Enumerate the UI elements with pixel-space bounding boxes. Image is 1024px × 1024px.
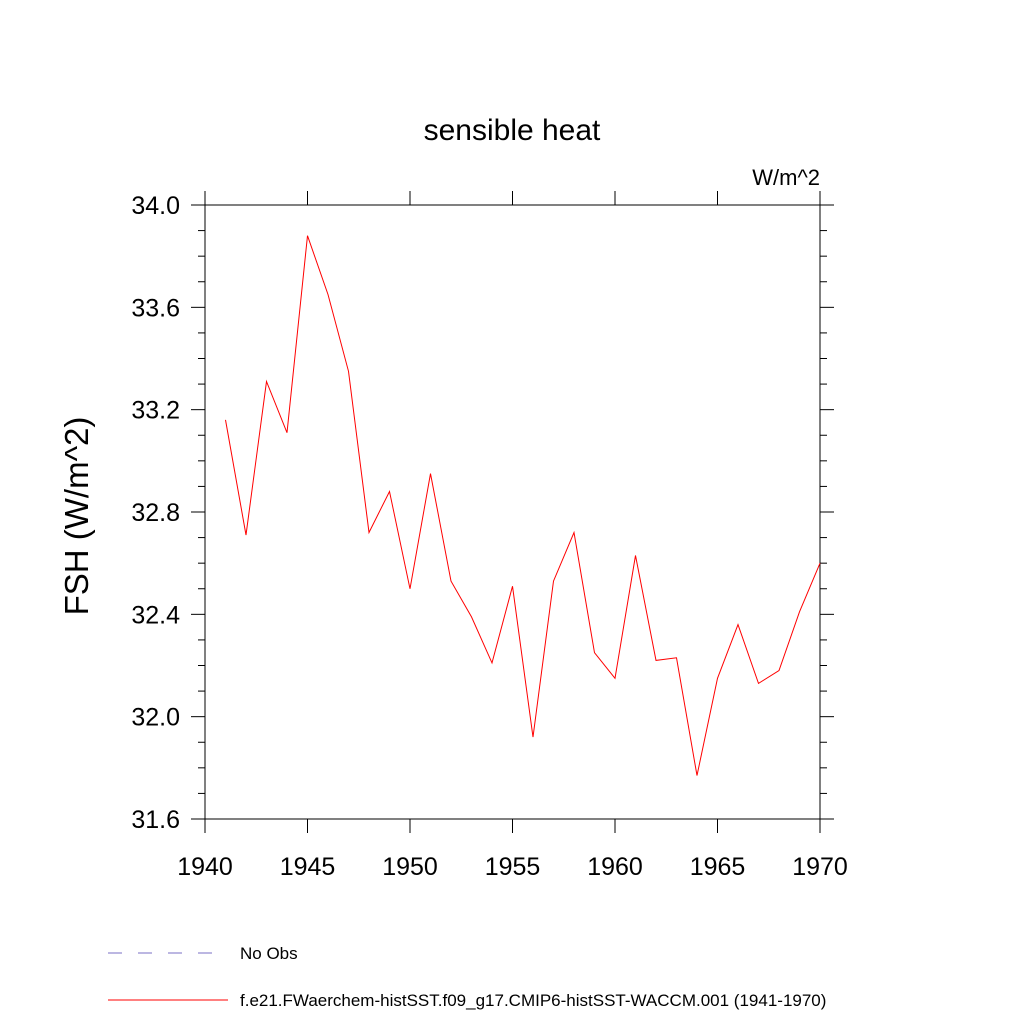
y-tick-label: 33.6: [131, 294, 180, 322]
axis-ticks: [191, 191, 834, 833]
y-tick-label: 32.4: [131, 601, 180, 629]
chart-title: sensible heat: [424, 114, 601, 147]
x-tick-label: 1960: [587, 853, 643, 881]
x-tick-label: 1970: [792, 853, 848, 881]
units-label: W/m^2: [752, 165, 820, 190]
y-tick-label: 32.8: [131, 499, 180, 527]
legend-label-no-obs: No Obs: [240, 944, 298, 963]
x-tick-label: 1945: [280, 853, 336, 881]
x-tick-label: 1950: [382, 853, 438, 881]
series-layer: [225, 235, 821, 776]
y-tick-label: 31.6: [131, 806, 180, 834]
y-tick-label: 33.2: [131, 397, 180, 425]
y-tick-label: 34.0: [131, 192, 180, 220]
legend-label-model-run: f.e21.FWaerchem-histSST.f09_g17.CMIP6-hi…: [240, 991, 826, 1010]
series-line-0: [225, 235, 821, 776]
legend: No Obs f.e21.FWaerchem-histSST.f09_g17.C…: [108, 944, 826, 1010]
x-tick-label: 1955: [485, 853, 541, 881]
plot-frame: [204, 204, 821, 820]
axis-tick-labels: 1940 1945 1950 1955 1960 1965 1970 31.6 32.0 32.4…: [131, 192, 847, 881]
x-tick-label: 1965: [690, 853, 746, 881]
x-tick-label: 1940: [177, 853, 233, 881]
y-tick-label: 32.0: [131, 704, 180, 732]
y-axis-label: FSH (W/m^2): [58, 417, 95, 616]
